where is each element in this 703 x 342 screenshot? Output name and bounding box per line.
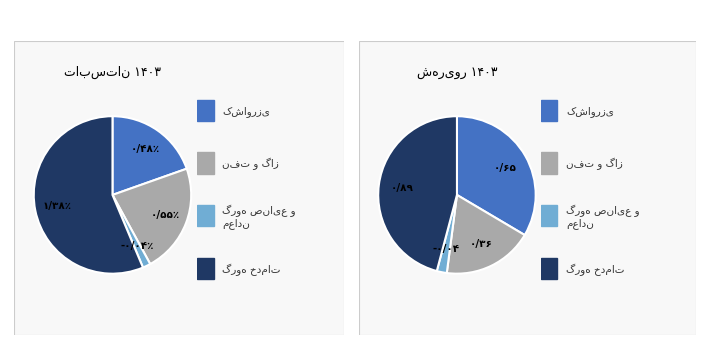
Text: ۰/۳۶: ۰/۳۶ [470, 239, 493, 249]
Bar [197, 100, 214, 121]
Text: کشاورزی: کشاورزی [566, 106, 614, 117]
Wedge shape [457, 116, 536, 235]
Text: -۰/۰۴: -۰/۰۴ [433, 244, 460, 254]
Bar [541, 100, 557, 121]
Text: گروه صنایع و
معادن: گروه صنایع و معادن [222, 205, 296, 229]
FancyBboxPatch shape [14, 41, 344, 335]
Wedge shape [437, 195, 457, 273]
Bar [541, 258, 557, 279]
Bar [541, 152, 557, 174]
Text: نفت و گاز: نفت و گاز [566, 158, 623, 170]
Text: گروه خدمات: گروه خدمات [566, 263, 624, 276]
Title: شهریور ۱۴۰۳: شهریور ۱۴۰۳ [417, 66, 497, 79]
Title: تابستان ۱۴۰۳: تابستان ۱۴۰۳ [64, 66, 161, 79]
Text: ۰/۶۵: ۰/۶۵ [494, 163, 516, 173]
Text: گروه خدمات: گروه خدمات [222, 263, 280, 276]
Wedge shape [378, 116, 457, 271]
Text: ۰/۵۵٪: ۰/۵۵٪ [151, 210, 180, 220]
Text: کشاورزی: کشاورزی [222, 106, 270, 117]
Text: گروه صنایع و
معادن: گروه صنایع و معادن [566, 205, 640, 229]
Text: نفت و گاز: نفت و گاز [222, 158, 279, 170]
FancyBboxPatch shape [359, 41, 696, 335]
Wedge shape [112, 116, 187, 195]
Bar [541, 205, 557, 226]
Bar [197, 152, 214, 174]
Text: شکل ۳. نمودار سهم بخش‌های اقتصادی از رشد اقتصادی شهریور و تابستان ۱۴۰۳ (۱۰۰|۱۴۰۳: شکل ۳. نمودار سهم بخش‌های اقتصادی از رشد… [18, 14, 685, 27]
Wedge shape [34, 116, 143, 274]
Text: ۰/۴۸٪: ۰/۴۸٪ [131, 144, 160, 154]
Bar [197, 258, 214, 279]
Wedge shape [112, 169, 191, 264]
Wedge shape [447, 195, 524, 274]
Text: ۱/۳۸٪: ۱/۳۸٪ [42, 201, 72, 211]
Text: -۰/۰۴٪: -۰/۰۴٪ [120, 241, 154, 251]
Bar [197, 205, 214, 226]
Text: ۰/۸۹: ۰/۸۹ [391, 183, 414, 193]
Wedge shape [112, 195, 150, 267]
